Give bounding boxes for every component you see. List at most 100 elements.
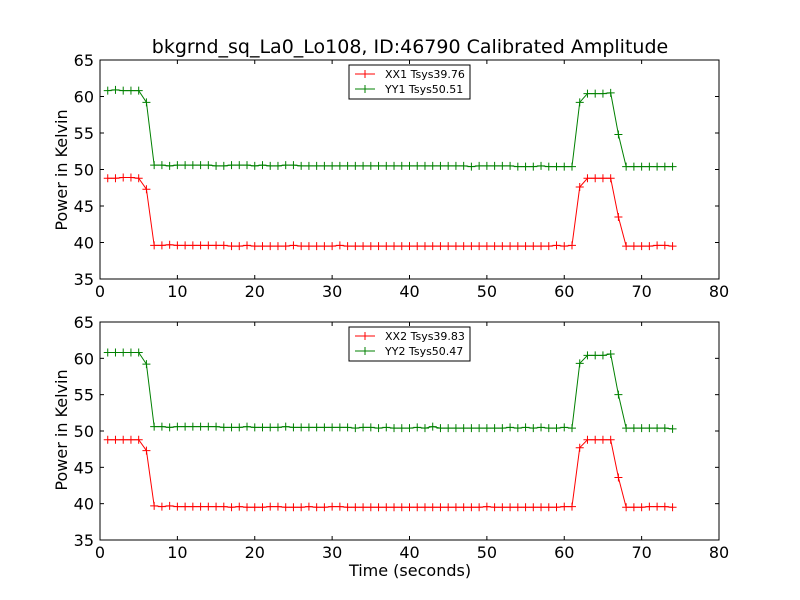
data-point	[653, 241, 662, 250]
data-point	[196, 502, 205, 511]
data-point	[188, 241, 197, 250]
data-point	[281, 242, 290, 251]
data-point	[320, 423, 329, 432]
data-point	[359, 242, 368, 251]
data-point	[498, 424, 507, 433]
data-point	[165, 501, 174, 510]
data-point	[227, 503, 236, 512]
data-point	[622, 162, 631, 171]
data-point	[126, 86, 135, 95]
x-tick-label: 50	[477, 543, 497, 562]
data-point	[467, 424, 476, 433]
x-tick-label: 60	[554, 543, 574, 562]
data-point	[475, 161, 484, 170]
bottom-plot-area: 0 10 20 30 40 50 60 70 80 35 40 45 50 55 60 65 XX2 Tsys3…	[74, 313, 730, 562]
data-point	[436, 503, 445, 512]
data-point	[544, 162, 553, 171]
data-point	[428, 161, 437, 170]
data-point	[482, 424, 491, 433]
data-point	[413, 161, 422, 170]
data-point	[382, 503, 391, 512]
data-point	[111, 435, 120, 444]
data-point	[560, 242, 569, 251]
data-point	[258, 242, 267, 251]
data-point	[103, 174, 112, 183]
data-point	[482, 161, 491, 170]
data-point	[444, 503, 453, 512]
data-point	[258, 423, 267, 432]
data-point	[390, 503, 399, 512]
data-point	[668, 424, 677, 433]
x-tick-label: 0	[95, 543, 105, 562]
data-point	[219, 241, 228, 250]
data-point	[320, 503, 329, 512]
data-point	[142, 446, 151, 455]
data-point	[250, 242, 259, 251]
data-point	[629, 503, 638, 512]
top-plot-area: 0 10 20 30 40 50 60 70 80 35 40 45 50 55 60 65 XX1 Tsys3…	[74, 51, 730, 301]
data-point	[428, 503, 437, 512]
data-point	[335, 241, 344, 250]
data-point	[529, 503, 538, 512]
data-point	[320, 242, 329, 251]
data-point	[420, 242, 429, 251]
data-point	[583, 89, 592, 98]
data-point	[397, 161, 406, 170]
data-point	[351, 161, 360, 170]
data-point	[660, 424, 669, 433]
data-point	[126, 435, 135, 444]
data-point	[606, 88, 615, 97]
data-point	[196, 422, 205, 431]
data-point	[359, 423, 368, 432]
data-point	[544, 424, 553, 433]
data-point	[629, 242, 638, 251]
data-point	[513, 503, 522, 512]
data-point	[436, 424, 445, 433]
data-point	[459, 424, 468, 433]
data-point	[622, 424, 631, 433]
y-axis-label: Power in Kelvin	[52, 369, 71, 490]
data-point	[560, 502, 569, 511]
data-point	[142, 185, 151, 194]
data-point	[467, 242, 476, 251]
data-point	[506, 161, 515, 170]
data-point	[134, 435, 143, 444]
data-point	[366, 242, 375, 251]
x-tick-label: 30	[322, 282, 342, 301]
data-point	[506, 503, 515, 512]
data-point	[235, 423, 244, 432]
data-point	[459, 242, 468, 251]
data-point	[181, 502, 190, 511]
data-point	[567, 424, 576, 433]
legend-marker	[361, 332, 369, 340]
data-point	[258, 161, 267, 170]
x-tick-label: 30	[322, 543, 342, 562]
data-point	[575, 443, 584, 452]
x-tick-label: 50	[477, 282, 497, 301]
data-point	[405, 161, 414, 170]
data-point	[529, 162, 538, 171]
data-point	[490, 503, 499, 512]
data-point	[552, 162, 561, 171]
data-point	[382, 242, 391, 251]
x-tick-label: 40	[399, 543, 419, 562]
legend-item: XX1 Tsys39.76	[355, 68, 465, 81]
data-point	[390, 242, 399, 251]
data-point	[653, 424, 662, 433]
data-point	[614, 130, 623, 139]
data-point	[451, 161, 460, 170]
data-point	[173, 502, 182, 511]
data-point	[436, 242, 445, 251]
y-tick-label: 55	[74, 386, 94, 405]
data-point	[653, 502, 662, 511]
data-point	[289, 423, 298, 432]
legend-box	[348, 64, 471, 100]
data-point	[475, 424, 484, 433]
data-point	[567, 502, 576, 511]
data-point	[552, 241, 561, 250]
data-point	[606, 435, 615, 444]
data-point	[575, 183, 584, 192]
data-point	[343, 242, 352, 251]
data-point	[413, 242, 422, 251]
legend: XX1 Tsys39.76 YY1 Tsys50.51	[348, 64, 471, 100]
